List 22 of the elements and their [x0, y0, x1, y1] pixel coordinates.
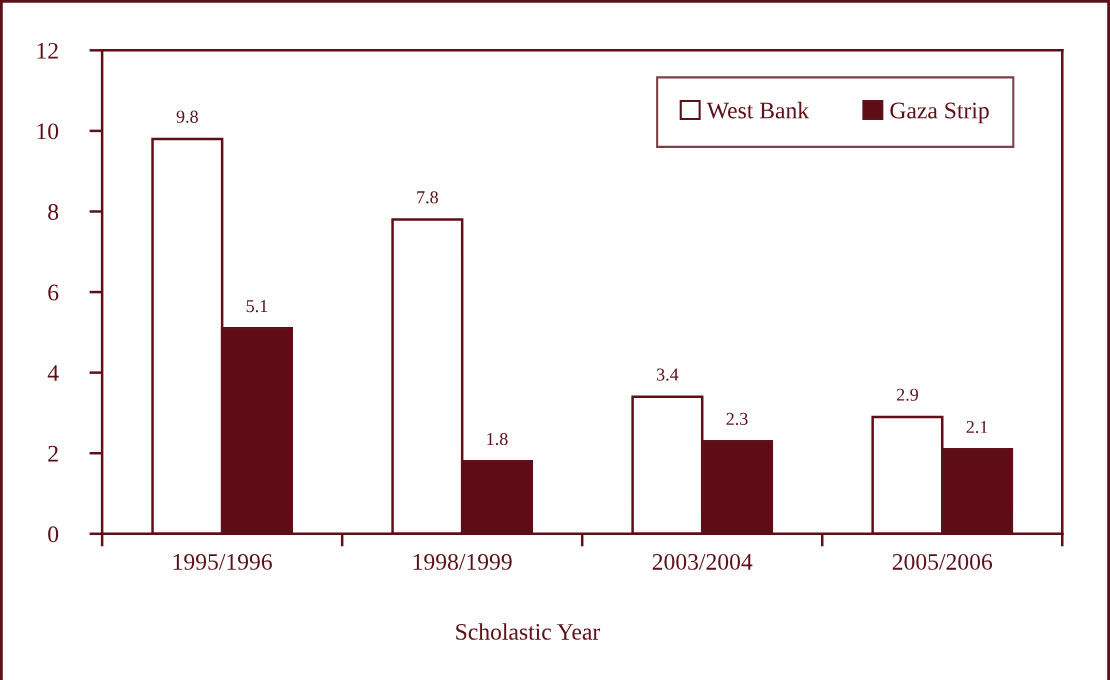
data-label: 7.8 [417, 191, 438, 204]
x-tick-label: 2003/2004 [652, 553, 753, 570]
data-label: 2.3 [726, 412, 748, 426]
data-label: 2.1 [966, 420, 988, 434]
y-tick-label: 10 [37, 123, 59, 140]
x-tick-label: 2005/2006 [892, 553, 993, 570]
data-label: 2.9 [896, 388, 918, 401]
y-tick-label: 12 [37, 42, 58, 59]
x-tick-label: 1998/1999 [413, 553, 512, 570]
y-tick-label: 6 [48, 284, 59, 301]
y-tick-label: 0 [48, 526, 59, 543]
x-tick-label: 1995/1996 [173, 553, 272, 570]
legend-label: West Bank [706, 101, 810, 119]
y-tick-label: 4 [47, 365, 59, 381]
data-label: 9.8 [176, 110, 198, 123]
x-axis-title: Scholastic Year [456, 623, 601, 640]
data-label: 1.8 [487, 432, 508, 446]
y-tick-label: 2 [48, 445, 58, 462]
data-label: 5.1 [246, 300, 268, 313]
y-tick-label: 8 [48, 203, 59, 220]
legend-label: Gaza Strip [890, 102, 989, 124]
data-label: 3.4 [656, 368, 679, 381]
